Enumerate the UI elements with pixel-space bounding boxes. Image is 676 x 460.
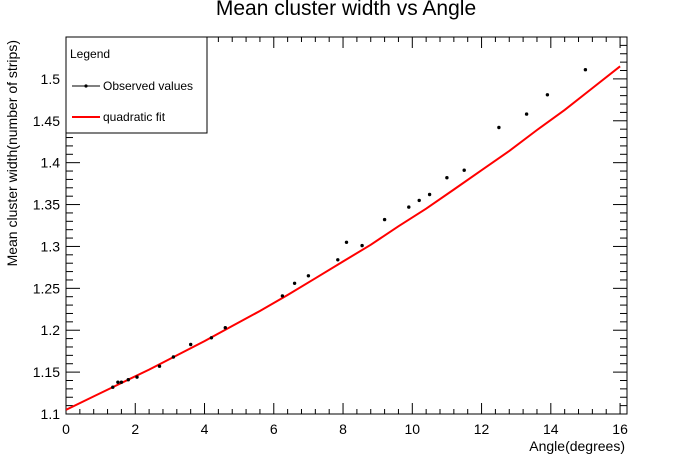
fit-curve-layer — [66, 65, 621, 411]
observed-point — [157, 364, 162, 368]
observed-point — [583, 68, 588, 72]
y-tick-labels: 1.1 1.15 1.2 1.25 1.3 1.35 1.4 1.45 1.5 — [33, 71, 60, 422]
observed-point — [545, 93, 550, 97]
y-tick-label: 1.35 — [33, 197, 60, 213]
observed-point — [111, 385, 115, 389]
legend: Legend Observed values quadratic fit — [65, 36, 208, 134]
x-tick-label: 14 — [543, 421, 559, 437]
observed-points-layer — [111, 68, 588, 389]
observed-point — [126, 378, 130, 382]
observed-point — [223, 326, 227, 330]
observed-point — [462, 168, 466, 172]
plot-frame — [65, 36, 628, 415]
fit-curve — [66, 65, 621, 411]
observed-point — [280, 294, 285, 298]
observed-point — [417, 198, 421, 203]
legend-entry-observed: Observed values — [103, 79, 193, 93]
observed-point — [116, 380, 120, 384]
x-tick-labels: 0 2 4 6 8 10 12 14 16 — [62, 421, 628, 437]
observed-point — [189, 342, 193, 347]
observed-point — [427, 192, 432, 197]
x-tick-label: 0 — [62, 421, 70, 437]
y-tick-label: 1.3 — [41, 238, 61, 254]
x-tick-label: 16 — [612, 421, 628, 437]
observed-point — [292, 281, 297, 285]
observed-point — [119, 380, 124, 384]
x-tick-label: 2 — [131, 421, 139, 437]
y-tick-label: 1.2 — [41, 322, 61, 338]
legend-title: Legend — [70, 47, 110, 61]
legend-entry-fit: quadratic fit — [103, 110, 166, 124]
chart-title: Mean cluster width vs Angle — [216, 0, 476, 20]
y-tick-label: 1.15 — [33, 364, 60, 380]
observed-point — [336, 258, 340, 262]
legend-marker-observed-point — [84, 84, 88, 88]
observed-point — [306, 274, 311, 278]
y-tick-label: 1.5 — [41, 71, 61, 87]
observed-point — [497, 125, 501, 130]
y-tick-label: 1.25 — [33, 280, 60, 296]
observed-point — [407, 205, 411, 209]
y-axis-title: Mean cluster width(number of strips) — [4, 40, 20, 266]
observed-point — [360, 243, 364, 248]
x-tick-label: 8 — [339, 421, 347, 437]
observed-point — [135, 375, 139, 379]
y-tick-label: 1.1 — [41, 406, 61, 422]
x-axis-title: Angle(degrees) — [529, 438, 625, 454]
x-tick-label: 10 — [405, 421, 421, 437]
observed-point — [524, 112, 529, 116]
y-tick-label: 1.45 — [33, 113, 60, 129]
observed-point — [171, 355, 176, 359]
y-tick-label: 1.4 — [41, 155, 61, 171]
observed-point — [344, 240, 349, 244]
observed-point — [209, 336, 214, 340]
observed-point — [445, 176, 449, 180]
x-tick-label: 6 — [270, 421, 278, 437]
observed-point — [382, 217, 387, 222]
x-tick-label: 12 — [474, 421, 490, 437]
x-tick-label: 4 — [201, 421, 209, 437]
